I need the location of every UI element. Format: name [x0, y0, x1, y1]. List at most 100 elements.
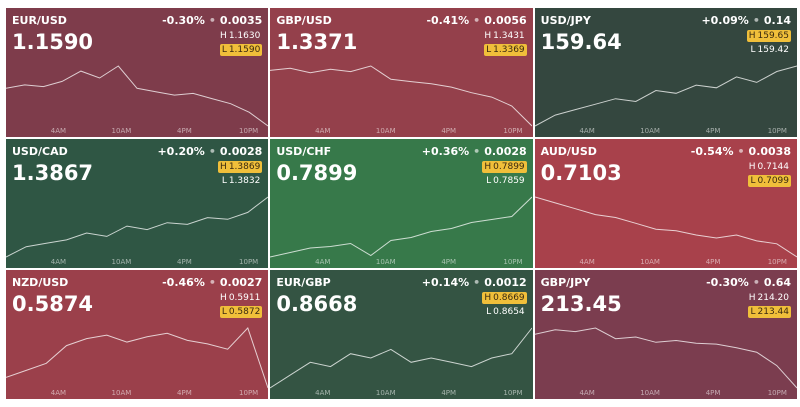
- ticker-tile[interactable]: USD/CAD +0.20%0.0028 1.3867 H1.3869 L1.3832 4…: [6, 139, 269, 268]
- high-badge: H 1.1630: [218, 30, 262, 42]
- high-label: H: [748, 162, 756, 172]
- sparkline: [6, 65, 268, 127]
- low-value: 0.5872: [228, 307, 261, 317]
- time-label: 10PM: [767, 127, 787, 135]
- low-value: 0.8654: [493, 307, 525, 317]
- high-value: 1.1630: [228, 31, 261, 41]
- time-label: 10PM: [503, 258, 523, 266]
- sparkline-chart: [6, 196, 268, 258]
- high-value: 1.3431: [493, 31, 525, 41]
- low-label: L: [221, 307, 227, 317]
- low-value: 0.7099: [757, 176, 790, 186]
- high-label: H: [484, 31, 492, 41]
- sparkline: [270, 327, 533, 389]
- time-label: 4AM: [50, 389, 67, 397]
- change: -0.46% 0.0027: [162, 276, 262, 289]
- price: 1.3867: [12, 161, 94, 185]
- low-label: L: [750, 307, 756, 317]
- high-value: 159.65: [757, 31, 790, 41]
- sparkline-chart: [534, 65, 797, 127]
- change: +0.20% 0.0028: [157, 145, 262, 158]
- high-badge: H 1.3431: [482, 30, 526, 42]
- pair-name: GBP/USD: [276, 14, 332, 27]
- sparkline: [6, 196, 268, 258]
- time-label: 4AM: [579, 127, 595, 135]
- time-label: 4PM: [177, 389, 192, 397]
- change-percent: +0.20%: [157, 145, 205, 158]
- low-badge: L 0.7859: [484, 175, 527, 187]
- low-badge: L 213.44: [748, 306, 791, 318]
- price: 0.7899: [276, 161, 358, 185]
- low-badge: L 1.3832: [220, 175, 263, 187]
- time-label: 4PM: [441, 258, 457, 266]
- high-value: 1.3869: [228, 162, 261, 172]
- change: -0.30% 0.0035: [162, 14, 262, 27]
- low-badge: L 0.8654: [484, 306, 527, 318]
- price: 1.1590: [12, 30, 94, 54]
- separator: [749, 14, 764, 27]
- ticker-tile[interactable]: EUR/GBP+0.14%0.00120.8668H0.8669L0.86544…: [270, 270, 533, 399]
- high-label: H: [220, 162, 227, 172]
- low-badge: L 1.1590: [219, 44, 263, 56]
- time-label: 10PM: [239, 258, 259, 266]
- low-label: L: [221, 45, 227, 55]
- separator: [205, 276, 220, 289]
- time-label: 4PM: [177, 127, 192, 135]
- time-label: 10PM: [767, 389, 787, 397]
- price: 213.45: [540, 292, 622, 316]
- high-value: 0.8669: [493, 293, 525, 303]
- pair-name: EUR/USD: [12, 14, 67, 27]
- ticker-tile[interactable]: AUD/USD-0.54%0.00380.7103H0.7144L0.70994…: [534, 139, 797, 268]
- time-label: 10PM: [239, 127, 259, 135]
- time-label: 10PM: [239, 389, 259, 397]
- pair-name: USD/CAD: [12, 145, 68, 158]
- ticker-tile[interactable]: GBP/USD-0.41%0.00561.3371H1.3431L1.33694…: [270, 8, 533, 137]
- low-badge: L 159.42: [748, 44, 791, 56]
- change-percent: -0.54%: [690, 145, 734, 158]
- change-percent: -0.30%: [162, 14, 205, 27]
- time-label: 10AM: [375, 258, 396, 266]
- ticker-tile[interactable]: NZD/USD-0.46%0.00270.5874H0.5911L0.58724…: [6, 270, 269, 399]
- time-label: 4AM: [579, 258, 595, 266]
- time-label: 10AM: [111, 258, 132, 266]
- sparkline: [534, 65, 797, 127]
- low-label: L: [221, 176, 227, 186]
- change-value: 0.0027: [219, 276, 263, 289]
- separator: [205, 14, 220, 27]
- high-badge: H 0.7899: [482, 161, 527, 173]
- change: +0.36% 0.0028: [422, 145, 527, 158]
- time-label: 4PM: [705, 389, 721, 397]
- sparkline-chart: [6, 327, 268, 389]
- ticker-tile[interactable]: EUR/USD-0.30%0.00351.1590H1.1630L1.15904…: [6, 8, 269, 137]
- time-label: 4AM: [315, 127, 331, 135]
- sparkline-chart: [270, 196, 533, 258]
- high-label: H: [220, 31, 227, 41]
- high-badge: H 0.5911: [218, 292, 262, 304]
- time-label: 4PM: [705, 127, 721, 135]
- ticker-grid: EUR/USD-0.30%0.00351.1590H1.1630L1.15904…: [6, 8, 797, 399]
- time-label: 4AM: [50, 127, 67, 135]
- low-value: 0.7859: [493, 176, 525, 186]
- time-label: 10AM: [111, 127, 132, 135]
- change-value: 0.14: [763, 14, 791, 27]
- low-value: 159.42: [757, 45, 790, 55]
- time-label: 10AM: [375, 389, 396, 397]
- low-badge: L 0.5872: [219, 306, 263, 318]
- separator: [469, 14, 484, 27]
- change: -0.54% 0.0038: [691, 145, 791, 158]
- time-label: 10PM: [503, 389, 523, 397]
- ticker-tile[interactable]: USD/JPY+0.09%0.14159.64H159.65L159.424AM…: [534, 8, 797, 137]
- change-value: 0.0035: [219, 14, 263, 27]
- high-value: 0.5911: [228, 293, 261, 303]
- sparkline-chart: [534, 196, 797, 258]
- price: 0.8668: [276, 292, 358, 316]
- ticker-tile[interactable]: USD/CHF+0.36%0.00280.7899H0.7899L0.78594…: [270, 139, 533, 268]
- price: 159.64: [540, 30, 622, 54]
- time-label: 10AM: [640, 389, 660, 397]
- ticker-tile[interactable]: GBP/JPY-0.30%0.64213.45H214.20L213.444AM…: [534, 270, 797, 399]
- high-value: 0.7144: [757, 162, 790, 172]
- low-label: L: [486, 307, 492, 317]
- time-label: 4PM: [177, 258, 192, 266]
- low-value: 1.1590: [228, 45, 261, 55]
- separator: [734, 145, 749, 158]
